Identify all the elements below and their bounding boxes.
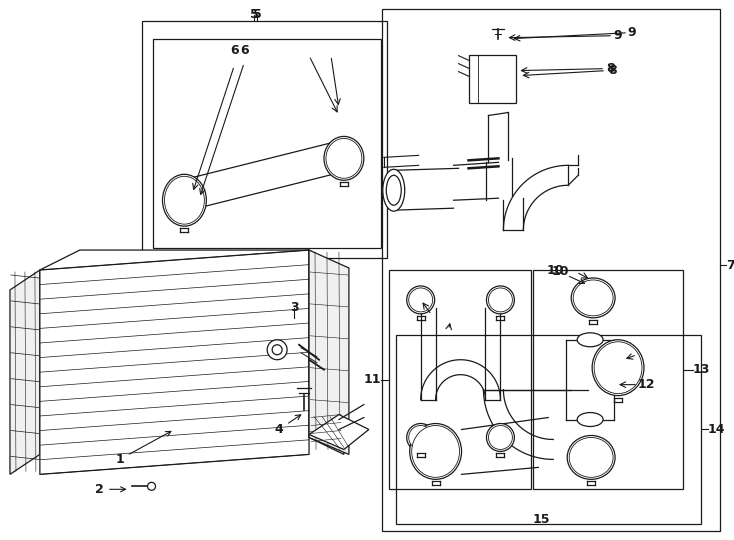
Text: 8: 8 <box>606 62 614 75</box>
Ellipse shape <box>386 176 401 205</box>
Polygon shape <box>309 415 369 449</box>
Polygon shape <box>40 258 309 280</box>
Ellipse shape <box>577 413 603 427</box>
Ellipse shape <box>407 423 435 451</box>
Bar <box>153 39 381 248</box>
Ellipse shape <box>340 140 358 168</box>
Ellipse shape <box>409 426 432 449</box>
Ellipse shape <box>488 426 512 449</box>
Ellipse shape <box>487 423 515 451</box>
Text: 10: 10 <box>547 264 584 284</box>
Polygon shape <box>309 250 344 455</box>
Ellipse shape <box>412 426 459 477</box>
Text: 11: 11 <box>363 373 381 386</box>
Circle shape <box>272 345 282 355</box>
Ellipse shape <box>409 288 432 312</box>
Text: 8: 8 <box>608 64 617 77</box>
Text: 6: 6 <box>230 44 239 57</box>
Bar <box>396 335 701 524</box>
Text: 5: 5 <box>252 8 261 21</box>
Ellipse shape <box>569 437 613 477</box>
Bar <box>389 270 531 489</box>
Ellipse shape <box>324 137 364 180</box>
Text: 10: 10 <box>551 266 569 279</box>
Text: 12: 12 <box>637 378 655 391</box>
Circle shape <box>148 482 156 490</box>
Text: 7: 7 <box>726 259 734 272</box>
Ellipse shape <box>488 288 512 312</box>
Text: 1: 1 <box>115 431 171 466</box>
Text: 3: 3 <box>290 301 299 314</box>
Polygon shape <box>309 250 349 455</box>
Ellipse shape <box>164 176 204 224</box>
Text: 9: 9 <box>614 29 622 42</box>
Text: 6: 6 <box>240 44 249 57</box>
Text: 9: 9 <box>628 26 636 39</box>
Text: 5: 5 <box>250 8 258 21</box>
Text: 14: 14 <box>708 423 725 436</box>
Circle shape <box>267 340 287 360</box>
Text: 15: 15 <box>533 512 550 526</box>
Text: 13: 13 <box>693 363 711 376</box>
Bar <box>382 9 720 531</box>
Polygon shape <box>10 270 40 474</box>
Text: 4: 4 <box>275 415 301 436</box>
Ellipse shape <box>326 138 362 178</box>
Ellipse shape <box>178 177 200 209</box>
Ellipse shape <box>577 333 603 347</box>
Ellipse shape <box>410 423 462 480</box>
Ellipse shape <box>571 278 615 318</box>
Bar <box>534 270 683 489</box>
Ellipse shape <box>162 174 206 226</box>
Bar <box>468 55 517 103</box>
Ellipse shape <box>567 435 615 480</box>
Bar <box>257 318 334 388</box>
Polygon shape <box>40 250 309 270</box>
Ellipse shape <box>594 342 642 394</box>
Ellipse shape <box>573 280 613 316</box>
Bar <box>142 21 387 258</box>
Polygon shape <box>40 250 309 474</box>
Ellipse shape <box>487 286 515 314</box>
Ellipse shape <box>592 340 644 396</box>
Ellipse shape <box>183 183 197 204</box>
Ellipse shape <box>383 170 404 211</box>
Ellipse shape <box>407 286 435 314</box>
Text: 2: 2 <box>95 483 126 496</box>
